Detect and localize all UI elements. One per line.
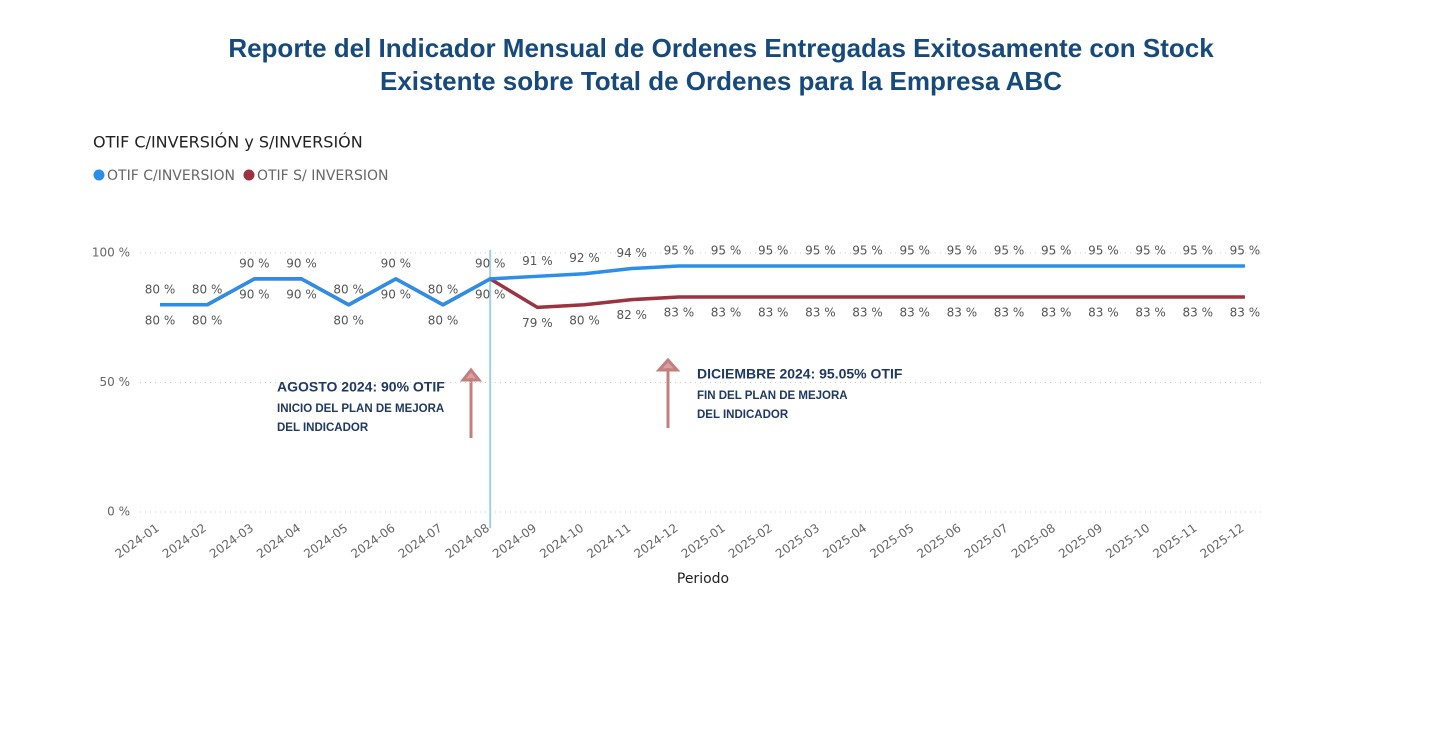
- data-label: 83 %: [1041, 306, 1072, 320]
- y-tick-label: 0 %: [107, 505, 130, 519]
- data-label: 91 %: [522, 254, 553, 268]
- data-label: 95 %: [664, 243, 695, 257]
- data-label: 95 %: [947, 243, 978, 257]
- arrow: [655, 357, 681, 428]
- series-line: [160, 264, 1245, 307]
- data-label: 90 %: [475, 287, 506, 301]
- data-label: 83 %: [1135, 306, 1166, 320]
- annotation-text: INICIO DEL PLAN DE MEJORA: [277, 403, 444, 415]
- data-label: 94 %: [616, 246, 647, 260]
- x-tick-label: 2024-04: [254, 521, 303, 561]
- data-label: 83 %: [947, 306, 978, 320]
- data-label: 80 %: [333, 313, 364, 327]
- x-tick-label: 2025-04: [820, 521, 869, 561]
- data-label: 95 %: [758, 243, 789, 257]
- data-label: 95 %: [994, 243, 1025, 257]
- data-label: 80 %: [569, 313, 600, 327]
- data-label: 83 %: [758, 306, 789, 320]
- data-label: 80 %: [428, 282, 459, 296]
- data-label: 80 %: [145, 313, 176, 327]
- data-label: 83 %: [1182, 306, 1213, 320]
- legend-label: OTIF C/INVERSION: [107, 168, 235, 184]
- y-tick-label: 50 %: [100, 375, 131, 389]
- x-tick-label: 2024-02: [160, 521, 209, 561]
- x-axis-label: Periodo: [677, 571, 729, 587]
- data-label: 83 %: [1088, 306, 1119, 320]
- data-label: 95 %: [1135, 243, 1166, 257]
- data-label: 79 %: [522, 316, 553, 330]
- annotation-heading: AGOSTO 2024: 90% OTIF: [277, 379, 445, 395]
- x-tick-label: 2025-08: [1009, 521, 1058, 561]
- data-label: 82 %: [616, 308, 647, 322]
- x-tick-label: 2025-10: [1103, 521, 1152, 561]
- data-label: 90 %: [381, 256, 412, 270]
- x-tick-label: 2024-11: [584, 521, 633, 561]
- chart-title: Reporte del Indicador Mensual de Ordenes…: [228, 33, 1214, 63]
- data-label: 90 %: [286, 287, 317, 301]
- x-tick-label: 2025-02: [726, 521, 775, 561]
- x-tick-label: 2024-03: [207, 521, 256, 561]
- x-tick-label: 2024-01: [113, 521, 162, 561]
- data-label: 95 %: [1182, 243, 1213, 257]
- x-tick-label: 2025-05: [867, 521, 916, 561]
- x-tick-label: 2024-12: [631, 521, 680, 561]
- data-label: 90 %: [381, 287, 412, 301]
- legend-marker: [243, 169, 255, 181]
- data-label: 83 %: [899, 306, 930, 320]
- data-label: 80 %: [192, 282, 223, 296]
- data-label: 90 %: [239, 256, 270, 270]
- data-label: 95 %: [1230, 243, 1261, 257]
- annotation-text: DEL INDICADOR: [277, 422, 369, 434]
- data-label: 90 %: [475, 256, 506, 270]
- annotation-heading: DICIEMBRE 2024: 95.05% OTIF: [697, 366, 903, 382]
- y-tick-label: 100 %: [92, 246, 130, 260]
- x-tick-label: 2024-06: [348, 521, 397, 561]
- data-label: 83 %: [1230, 306, 1261, 320]
- x-tick-label: 2025-06: [915, 521, 964, 561]
- chart-subtitle: OTIF C/INVERSIÓN y S/INVERSIÓN: [93, 133, 363, 152]
- data-label: 90 %: [286, 256, 317, 270]
- x-tick-label: 2024-07: [396, 521, 445, 561]
- data-label: 80 %: [428, 313, 459, 327]
- x-tick-label: 2024-09: [490, 521, 539, 561]
- x-tick-label: 2025-07: [962, 521, 1011, 561]
- data-label: 92 %: [569, 251, 600, 265]
- x-tick-label: 2024-10: [537, 521, 586, 561]
- annotation-text: FIN DEL PLAN DE MEJORA: [697, 390, 848, 402]
- data-label: 83 %: [711, 306, 742, 320]
- x-tick-label: 2025-12: [1198, 521, 1247, 561]
- series-line: [160, 277, 1245, 310]
- x-tick-label: 2025-03: [773, 521, 822, 561]
- x-tick-label: 2025-09: [1056, 521, 1105, 561]
- data-label: 80 %: [145, 282, 176, 296]
- data-label: 95 %: [1041, 243, 1072, 257]
- data-label: 90 %: [239, 287, 270, 301]
- data-label: 80 %: [333, 282, 364, 296]
- data-label: 95 %: [805, 243, 836, 257]
- annotation-text: DEL INDICADOR: [697, 409, 789, 421]
- legend-label: OTIF S/ INVERSION: [257, 168, 389, 184]
- x-tick-label: 2025-11: [1150, 521, 1199, 561]
- x-tick-label: 2025-01: [679, 521, 728, 561]
- data-label: 95 %: [711, 243, 742, 257]
- arrow: [459, 367, 483, 438]
- data-label: 95 %: [899, 243, 930, 257]
- data-label: 83 %: [852, 306, 883, 320]
- x-tick-label: 2024-08: [443, 521, 492, 561]
- data-label: 95 %: [852, 243, 883, 257]
- data-label: 83 %: [805, 306, 836, 320]
- data-label: 83 %: [994, 306, 1025, 320]
- data-label: 83 %: [664, 306, 695, 320]
- data-label: 95 %: [1088, 243, 1119, 257]
- x-tick-label: 2024-05: [301, 521, 350, 561]
- data-label: 80 %: [192, 313, 223, 327]
- legend-marker: [93, 169, 105, 181]
- chart-title: Existente sobre Total de Ordenes para la…: [380, 66, 1062, 96]
